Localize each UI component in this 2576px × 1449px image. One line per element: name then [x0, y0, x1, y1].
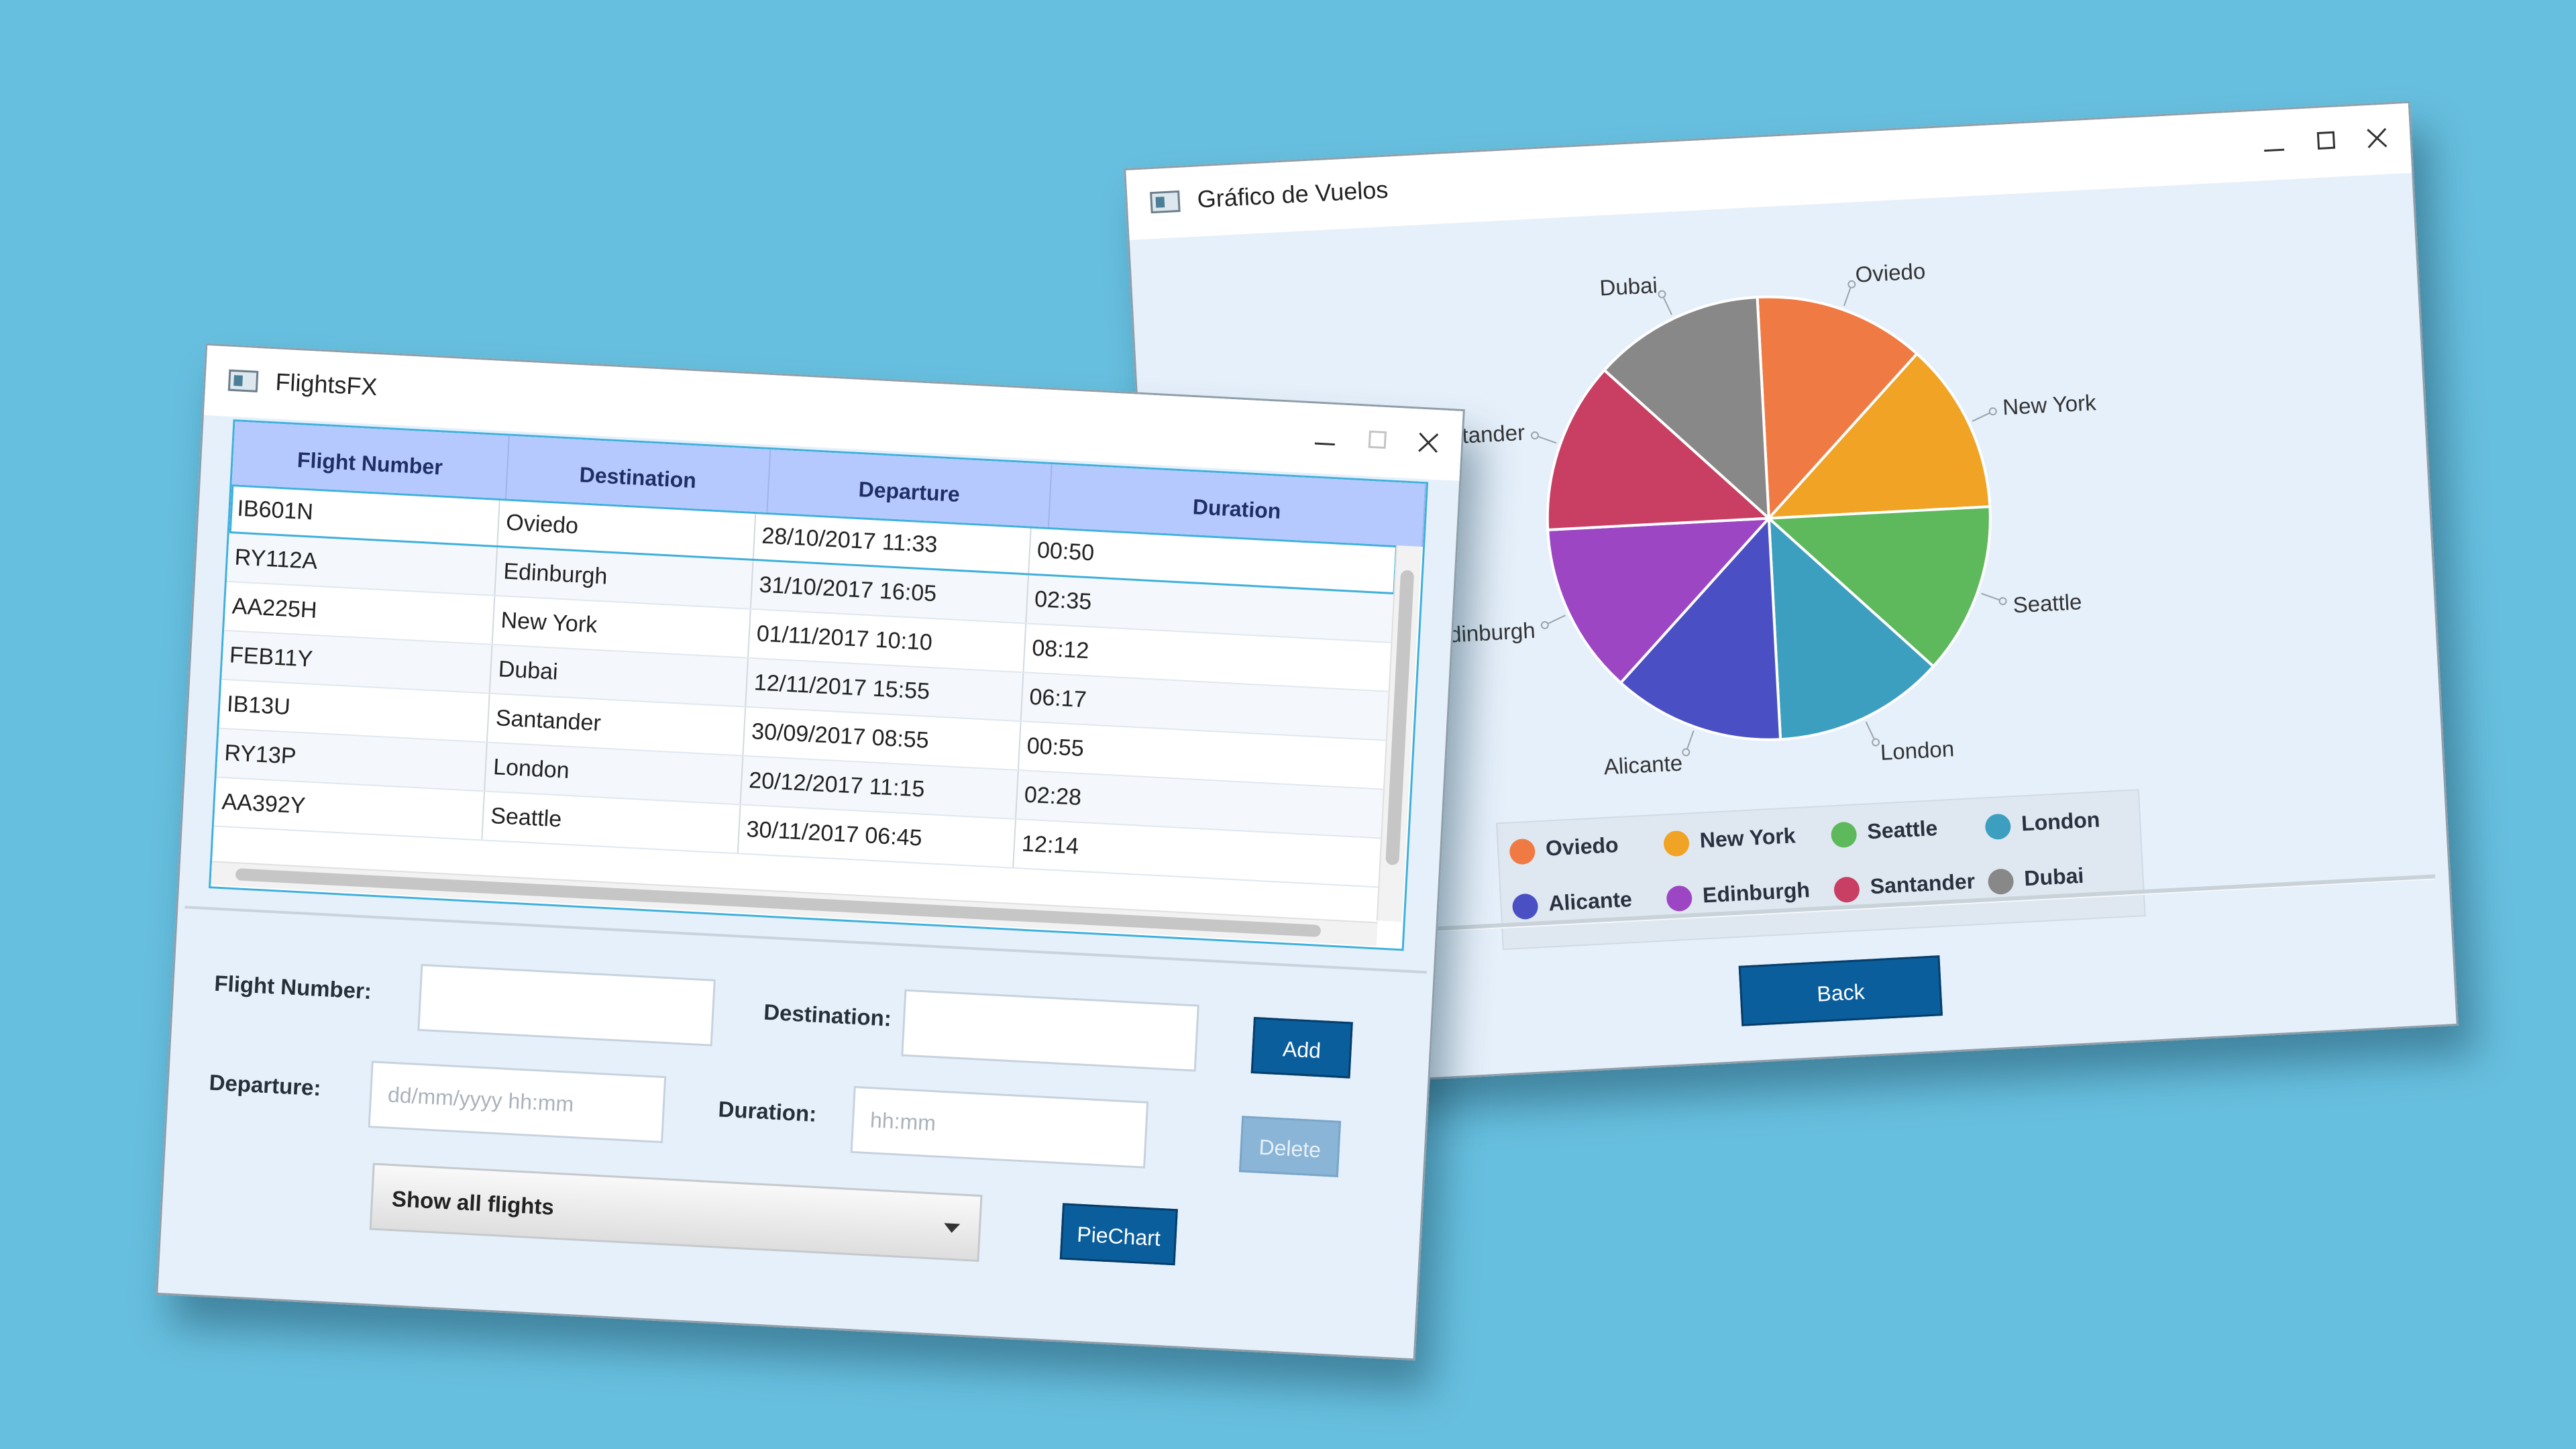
label-anchor-dot — [1540, 621, 1549, 629]
flights-window: FlightsFX Flight Number Destination Depa… — [156, 343, 1465, 1361]
chart-window: Gráfico de Vuelos Oviedo New York Seattle L… — [1124, 101, 2459, 1093]
legend-label: Edinburgh — [1702, 877, 1811, 908]
legend-label: Seattle — [1866, 816, 1939, 844]
table-body: IB601N Oviedo 28/10/2017 11:33 00:50 RY112A E… — [213, 484, 1398, 888]
legend-item: Alicante — [1511, 887, 1633, 920]
legend-swatch — [1663, 830, 1690, 857]
legend-label: London — [2021, 807, 2101, 836]
departure-label: Departure: — [208, 1069, 322, 1101]
label-anchor-dot — [1682, 748, 1690, 757]
app-icon — [227, 369, 259, 392]
scroll-thumb[interactable] — [235, 868, 1322, 937]
pie-slice-seattle — [1765, 505, 1992, 669]
pie-slice-label: Oviedo — [1855, 258, 1926, 286]
destination-field[interactable] — [901, 989, 1199, 1072]
pie-slice-label: London — [1880, 736, 1955, 765]
legend-swatch — [1987, 867, 2015, 895]
legend-swatch — [1666, 884, 1693, 912]
legend-label: New York — [1699, 823, 1796, 853]
pie-slice-edinburgh — [1546, 517, 1772, 685]
minimize-icon[interactable] — [1301, 415, 1351, 461]
flight-number-label: Flight Number: — [213, 970, 372, 1004]
legend-item: Santander — [1833, 869, 1976, 903]
duration-label: Duration: — [717, 1096, 818, 1126]
piechart-button[interactable]: PieChart — [1059, 1203, 1178, 1266]
close-icon[interactable] — [1404, 421, 1454, 466]
chevron-down-icon[interactable] — [943, 1223, 961, 1234]
delete-button: Delete — [1238, 1116, 1342, 1177]
pie-slice-label: Dubai — [1599, 272, 1658, 300]
pie-slice-label: New York — [2002, 390, 2097, 419]
legend-item: Dubai — [1987, 863, 2085, 895]
label-anchor-dot — [1998, 597, 2007, 606]
add-button[interactable]: Add — [1250, 1016, 1353, 1079]
legend-item: London — [1984, 807, 2101, 840]
pie-slice-oviedo — [1756, 295, 1919, 522]
pie-slice-alicante — [1619, 515, 1782, 741]
legend-swatch — [1509, 838, 1536, 865]
flight-number-field[interactable] — [417, 963, 716, 1046]
flights-table[interactable]: Flight Number Destination Departure Dura… — [208, 419, 1429, 951]
legend-item: Edinburgh — [1666, 877, 1811, 912]
legend-swatch — [1830, 820, 1858, 848]
destination-label: Destination: — [763, 999, 892, 1031]
pie-slice-label: Seattle — [2012, 589, 2083, 617]
duration-field[interactable]: hh:mm — [850, 1085, 1149, 1169]
departure-field[interactable]: dd/mm/yyyy hh:mm — [368, 1061, 667, 1144]
label-anchor-dot — [1531, 431, 1540, 440]
legend-swatch — [1833, 875, 1860, 903]
legend-label: Santander — [1869, 869, 1976, 899]
pie-slice-new-york — [1766, 352, 1992, 520]
legend-item: Oviedo — [1509, 833, 1619, 865]
label-anchor-dot — [1872, 738, 1880, 747]
legend-item: Seattle — [1830, 816, 1939, 848]
legend-label: Oviedo — [1545, 833, 1619, 861]
pie-slice-london — [1767, 515, 1935, 741]
legend-swatch — [1511, 892, 1539, 920]
pie-slice-dubai — [1602, 295, 1771, 522]
filter-selected-value: Show all flights — [391, 1186, 555, 1220]
maximize-icon — [1353, 418, 1403, 464]
pie-slice-label: Alicante — [1603, 750, 1683, 779]
legend-label: Dubai — [2023, 863, 2085, 891]
legend-swatch — [1984, 812, 2012, 840]
pie-slice-santander — [1546, 368, 1772, 531]
flights-window-title: FlightsFX — [274, 368, 378, 401]
filter-dropdown[interactable]: Show all flights — [369, 1163, 983, 1262]
legend-item: New York — [1663, 823, 1796, 857]
legend-label: Alicante — [1548, 887, 1633, 916]
back-button[interactable]: Back — [1738, 955, 1943, 1026]
label-anchor-dot — [1658, 290, 1666, 299]
label-anchor-dot — [1988, 407, 1997, 416]
label-anchor-dot — [1847, 280, 1856, 288]
